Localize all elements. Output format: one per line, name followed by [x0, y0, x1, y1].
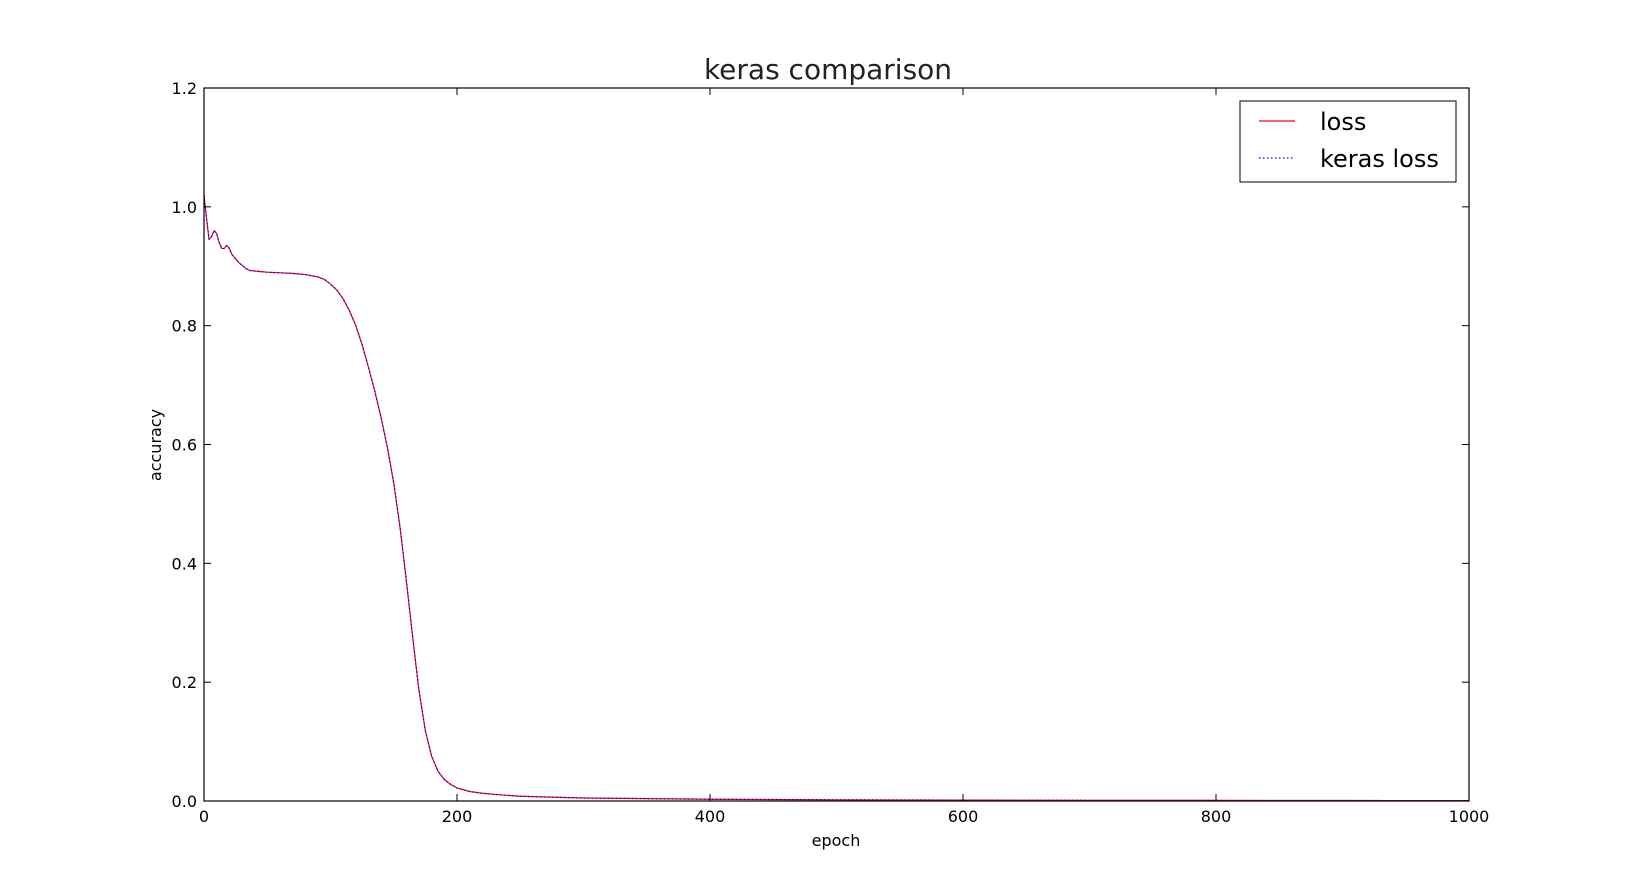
- y-tick-label: 0.8: [172, 317, 197, 336]
- y-tick-label: 0.2: [172, 673, 197, 692]
- x-tick-label: 1000: [1449, 807, 1490, 826]
- x-tick-label: 200: [442, 807, 473, 826]
- y-tick-label: 0.0: [172, 792, 197, 811]
- plot-area: [204, 88, 1469, 801]
- y-tick-label: 0.4: [172, 554, 197, 573]
- legend-label-keras-loss: keras loss: [1320, 145, 1439, 173]
- x-tick-label: 600: [948, 807, 979, 826]
- x-tick-label: 800: [1201, 807, 1232, 826]
- series-line-keras-loss: [203, 194, 1470, 802]
- legend-label-loss: loss: [1320, 108, 1366, 136]
- x-tick-label: 400: [695, 807, 726, 826]
- x-axis-label: epoch: [812, 831, 861, 850]
- series-layer: [203, 194, 1470, 802]
- y-tick-label: 1.2: [172, 79, 197, 98]
- ticks-layer: 0 200 400 600 800 1000 0.0 0.2 0.4 0.6 0.8 1.0 1.2: [172, 79, 1490, 826]
- legend-box: [1239, 100, 1457, 183]
- y-tick-label: 0.6: [172, 436, 197, 455]
- legend: loss keras loss: [1239, 100, 1457, 183]
- x-tick-label: 0: [199, 807, 209, 826]
- y-tick-label: 1.0: [172, 198, 197, 217]
- y-axis-label: accuracy: [146, 409, 165, 481]
- chart-title: keras comparison: [704, 53, 952, 86]
